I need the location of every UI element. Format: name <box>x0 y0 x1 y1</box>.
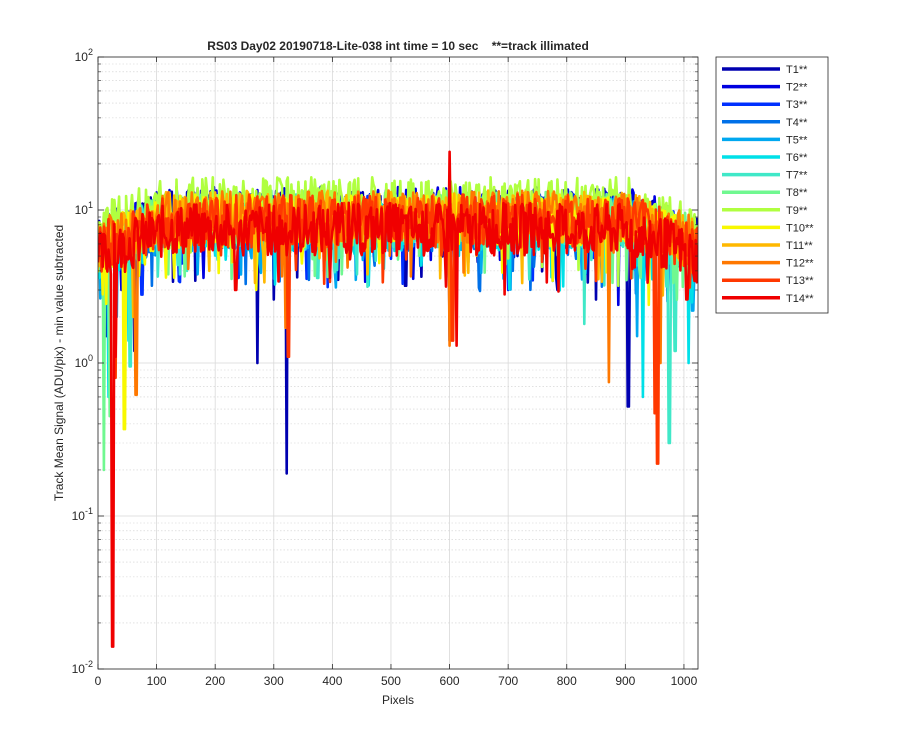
legend-label: T3** <box>786 99 808 111</box>
x-tick-label: 300 <box>264 674 284 688</box>
legend-label: T2** <box>786 82 808 94</box>
y-axis-label: Track Mean Signal (ADU/pix) - min value … <box>52 225 66 501</box>
series-line <box>98 150 698 648</box>
x-tick-label: 600 <box>440 674 460 688</box>
y-tick-label: 101 <box>75 200 93 217</box>
x-tick-label: 800 <box>557 674 577 688</box>
legend: T1** T2** T3** T4** T5** T6** T7** T8** T9** T10*… <box>715 56 829 314</box>
legend-label: T4** <box>786 117 808 129</box>
chart-title: RS03 Day02 20190718-Lite-038 int time = … <box>207 39 589 53</box>
y-tick-label: 10-1 <box>72 506 93 523</box>
x-axis-label: Pixels <box>382 693 414 707</box>
legend-label: T11** <box>786 240 813 252</box>
x-tick-label: 1000 <box>671 674 698 688</box>
series-lines <box>98 150 698 648</box>
legend-label: T8** <box>786 187 808 199</box>
legend-box <box>715 56 829 314</box>
legend-label: T7** <box>786 170 808 182</box>
x-tick-label: 400 <box>322 674 342 688</box>
legend-label: T12** <box>786 258 814 270</box>
x-tick-label: 700 <box>498 674 518 688</box>
y-tick-label: 102 <box>75 47 93 64</box>
legend-label: T1** <box>786 64 808 76</box>
legend-label: T13** <box>786 275 814 287</box>
axis-ticks: 0 100 200 300 400 500 600 700 800 900 1000 10-2 10-1… <box>72 47 698 688</box>
x-tick-label: 100 <box>147 674 167 688</box>
x-tick-label: 0 <box>95 674 102 688</box>
legend-label: T10** <box>786 222 814 234</box>
x-tick-label: 500 <box>381 674 401 688</box>
y-tick-label: 10-2 <box>72 659 93 676</box>
x-tick-label: 200 <box>205 674 225 688</box>
x-tick-label: 900 <box>615 674 635 688</box>
legend-items: T1** T2** T3** T4** T5** T6** T7** T8** T9** T10*… <box>722 64 814 305</box>
legend-label: T6** <box>786 152 808 164</box>
legend-label: T14** <box>786 293 814 305</box>
legend-label: T9** <box>786 205 808 217</box>
legend-label: T5** <box>786 134 808 146</box>
y-tick-label: 100 <box>75 353 93 370</box>
